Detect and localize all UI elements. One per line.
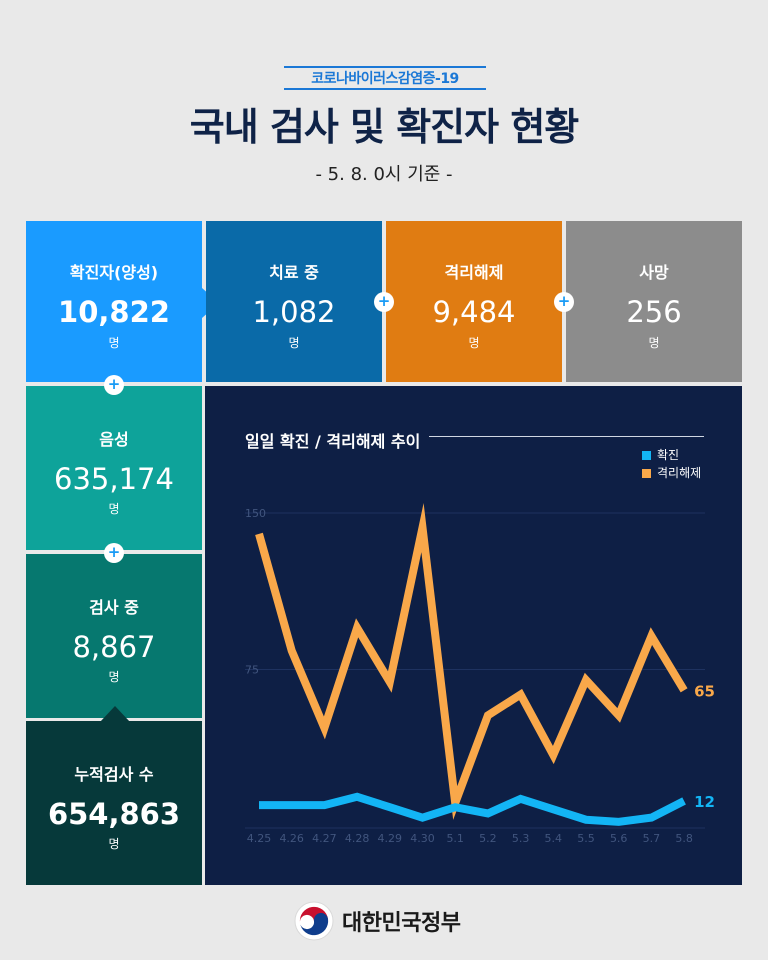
released-label: 격리해제: [444, 263, 504, 282]
confirmed-unit: 명: [108, 336, 120, 350]
testing-value: 8,867: [72, 630, 156, 664]
header: 코로나바이러스감염증-19 국내 검사 및 확진자 현황 - 5. 8. 0시 …: [0, 0, 768, 215]
total-tests-box: 누적검사 수 654,863 명: [26, 721, 202, 885]
deaths-value: 256: [626, 295, 682, 329]
end-value-label-confirmed: 12: [694, 793, 715, 811]
x-tick-label: 4.26: [279, 832, 304, 845]
chart-title: 일일 확진 / 격리해제 추이: [245, 432, 421, 451]
line-chart: 150 75 4.25 4.26 4.27 4.28 4.29 4.30 5.1 5.2 5.3 5…: [245, 503, 715, 845]
chart-panel: 일일 확진 / 격리해제 추이 확진 격리해제 150 75 4.25 4.26 4.…: [205, 386, 742, 885]
released-unit: 명: [468, 336, 480, 350]
treatment-label: 치료 중: [269, 263, 319, 282]
date-line: - 5. 8. 0시 기준 -: [315, 164, 453, 185]
x-tick-label: 5.7: [643, 832, 661, 845]
x-tick-label: 5.4: [545, 832, 563, 845]
total-tests-value: 654,863: [47, 797, 181, 831]
total-tests-unit: 명: [108, 837, 120, 851]
subtitle-tag: 코로나바이러스감염증-19: [284, 66, 486, 90]
confirmed-box: 확진자(양성) 10,822 명: [26, 221, 202, 382]
chart-title-rule: [429, 436, 704, 437]
deaths-unit: 명: [648, 336, 660, 350]
page-title: 국내 검사 및 확진자 현황: [189, 105, 580, 149]
negative-unit: 명: [108, 502, 120, 516]
confirmed-value: 10,822: [58, 295, 170, 329]
x-tick-label: 5.1: [446, 832, 464, 845]
x-tick-label: 4.30: [410, 832, 435, 845]
org-name: 대한민국정부: [342, 911, 461, 936]
x-tick-label: 5.8: [675, 832, 693, 845]
legend-label-released: 격리해제: [657, 466, 702, 480]
arrow-up-icon: [100, 706, 130, 722]
series-line-released: [255, 503, 688, 820]
plus-icon: +: [104, 375, 124, 395]
legend-label-confirmed: 확진: [657, 448, 680, 462]
x-tick-label: 4.27: [312, 832, 337, 845]
negative-label: 음성: [99, 430, 129, 449]
plus-icon: +: [554, 292, 574, 312]
released-value: 9,484: [432, 295, 516, 329]
x-tick-label: 5.5: [577, 832, 595, 845]
footer: 대한민국정부: [0, 895, 768, 950]
legend-item-released: 격리해제: [642, 464, 701, 481]
deaths-box: 사망 256 명: [566, 221, 742, 382]
deaths-label: 사망: [639, 263, 669, 282]
treatment-box: 치료 중 1,082 명: [206, 221, 382, 382]
treatment-unit: 명: [288, 336, 300, 350]
negative-box: 음성 635,174 명: [26, 386, 202, 550]
testing-unit: 명: [108, 670, 120, 684]
legend-swatch-confirmed: [642, 451, 651, 460]
y-tick-label: 150: [245, 507, 266, 520]
end-value-label-released: 65: [694, 682, 715, 700]
x-tick-label: 4.29: [378, 832, 403, 845]
x-tick-label: 5.3: [512, 832, 529, 845]
plus-icon: +: [104, 543, 124, 563]
confirmed-label: 확진자(양성): [69, 263, 159, 282]
x-tick-label: 5.6: [610, 832, 628, 845]
negative-value: 635,174: [54, 462, 174, 496]
treatment-value: 1,082: [252, 295, 336, 329]
x-tick-label: 4.25: [247, 832, 272, 845]
testing-label: 검사 중: [89, 598, 139, 617]
x-tick-label: 4.28: [345, 832, 370, 845]
legend-swatch-released: [642, 469, 651, 478]
plus-icon: +: [374, 292, 394, 312]
y-tick-label: 75: [245, 664, 259, 677]
released-box: 격리해제 9,484 명: [386, 221, 562, 382]
series-line-confirmed: [259, 792, 686, 826]
testing-box: 검사 중 8,867 명: [26, 554, 202, 718]
x-tick-label: 5.2: [479, 832, 497, 845]
taegeuk-emblem-icon: [294, 901, 334, 941]
legend-item-confirmed: 확진: [642, 446, 679, 463]
total-tests-label: 누적검사 수: [74, 765, 154, 784]
